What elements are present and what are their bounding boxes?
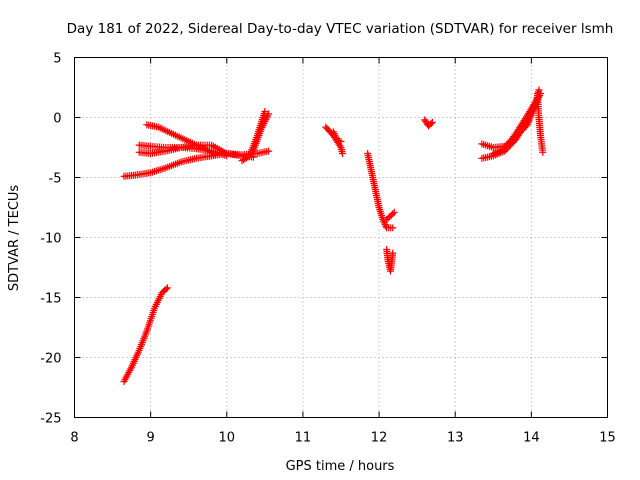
data-point-marker — [336, 142, 344, 150]
y-tick-label: -25 — [40, 412, 61, 427]
x-tick-label: 9 — [147, 431, 155, 446]
x-tick-label: 13 — [447, 431, 464, 446]
data-point-marker — [381, 221, 389, 229]
data-point-marker — [380, 217, 388, 225]
y-tick-label: 5 — [53, 52, 61, 67]
x-tick-label: 14 — [523, 431, 540, 446]
data-point-marker — [428, 118, 436, 126]
data-point-marker — [389, 249, 397, 257]
data-point-marker — [265, 147, 273, 155]
data-point-marker — [511, 131, 519, 139]
data-point-marker — [261, 108, 269, 115]
data-point-marker — [223, 152, 231, 160]
y-tick-label: 0 — [53, 112, 61, 127]
data-point-marker — [427, 120, 435, 127]
data-point-marker — [265, 110, 273, 118]
x-tick-label: 11 — [295, 431, 312, 446]
data-point-marker — [390, 208, 398, 216]
x-tick-labels: 8 9 10 11 12 13 14 15 — [70, 431, 615, 446]
x-axis-label: GPS time / hours — [286, 459, 395, 474]
data-point-marker — [539, 148, 547, 156]
data-point-marker — [389, 210, 397, 218]
data-point-marker — [163, 284, 171, 292]
data-point-marker — [339, 150, 347, 157]
x-tick-label: 15 — [599, 431, 616, 446]
data-point-marker — [330, 130, 338, 138]
y-tick-label: -5 — [49, 172, 62, 187]
x-tick-label: 8 — [70, 431, 78, 446]
data-point-marker — [332, 133, 340, 141]
y-tick-label: -15 — [40, 292, 61, 307]
data-point-marker — [162, 285, 170, 293]
data-point-marker — [389, 224, 397, 232]
y-axis-label: SDTVAR / TECUs — [7, 185, 22, 292]
y-tick-labels: 5 0 -5 -10 -15 -20 -25 — [40, 52, 61, 427]
x-tick-label: 10 — [219, 431, 236, 446]
axis-ticks — [74, 57, 608, 418]
data-point-marker — [329, 128, 337, 136]
data-points — [120, 86, 547, 385]
data-point-marker — [337, 138, 345, 145]
data-point-marker — [535, 86, 543, 94]
y-tick-label: -20 — [40, 352, 61, 367]
data-point-marker — [331, 131, 339, 139]
chart-title: Day 181 of 2022, Sidereal Day-to-day VTE… — [67, 21, 614, 37]
y-tick-label: -10 — [40, 232, 61, 247]
x-tick-label: 12 — [371, 431, 388, 446]
